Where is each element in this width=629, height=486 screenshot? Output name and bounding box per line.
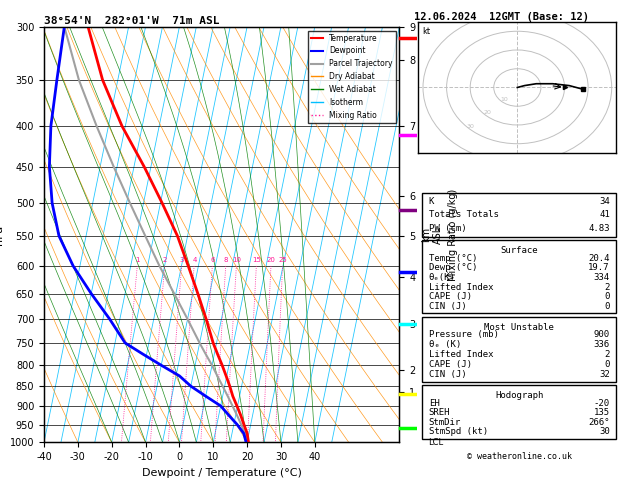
Text: 2: 2	[163, 257, 167, 263]
Text: Pressure (mb): Pressure (mb)	[428, 330, 499, 339]
Text: CAPE (J): CAPE (J)	[428, 292, 472, 301]
Text: 0: 0	[604, 292, 610, 301]
Text: 135: 135	[594, 408, 610, 417]
Text: 12.06.2024  12GMT (Base: 12): 12.06.2024 12GMT (Base: 12)	[414, 12, 589, 22]
Text: θₑ(K): θₑ(K)	[428, 273, 455, 282]
Text: 20.4: 20.4	[588, 254, 610, 263]
Text: 32: 32	[599, 370, 610, 379]
Text: CAPE (J): CAPE (J)	[428, 360, 472, 369]
Text: 25: 25	[279, 257, 287, 263]
Text: Surface: Surface	[501, 246, 538, 255]
Text: 266°: 266°	[588, 418, 610, 427]
Text: 15: 15	[252, 257, 261, 263]
Text: Temp (°C): Temp (°C)	[428, 254, 477, 263]
Bar	[422, 317, 616, 382]
Text: 334: 334	[594, 273, 610, 282]
Text: 6: 6	[211, 257, 215, 263]
Text: 10: 10	[501, 97, 508, 102]
Text: Most Unstable: Most Unstable	[484, 323, 554, 331]
Text: CIN (J): CIN (J)	[428, 370, 466, 379]
Text: 34: 34	[599, 197, 610, 206]
Bar	[422, 240, 616, 313]
Y-axis label: km
ASL: km ASL	[421, 226, 443, 243]
Text: StmDir: StmDir	[428, 418, 461, 427]
Y-axis label: Mixing Ratio (g/kg): Mixing Ratio (g/kg)	[448, 189, 458, 280]
Bar	[422, 193, 616, 237]
Text: 30: 30	[599, 427, 610, 436]
Text: 4.83: 4.83	[588, 224, 610, 233]
Text: 0: 0	[604, 302, 610, 311]
Y-axis label: hPa: hPa	[0, 225, 4, 244]
Text: Hodograph: Hodograph	[495, 391, 543, 400]
Text: 4: 4	[192, 257, 197, 263]
Text: Lifted Index: Lifted Index	[428, 283, 493, 292]
Text: 336: 336	[594, 340, 610, 349]
Text: 41: 41	[599, 210, 610, 220]
Text: 1: 1	[136, 257, 140, 263]
Text: 20: 20	[483, 110, 491, 116]
Text: 30: 30	[467, 124, 474, 129]
Text: CIN (J): CIN (J)	[428, 302, 466, 311]
Text: 900: 900	[594, 330, 610, 339]
Text: LCL: LCL	[428, 438, 443, 447]
Text: PW (cm): PW (cm)	[428, 224, 466, 233]
Text: EH: EH	[428, 399, 440, 408]
Text: © weatheronline.co.uk: © weatheronline.co.uk	[467, 452, 572, 461]
Text: 0: 0	[604, 360, 610, 369]
Text: 38°54'N  282°01'W  71m ASL: 38°54'N 282°01'W 71m ASL	[44, 16, 220, 26]
X-axis label: Dewpoint / Temperature (°C): Dewpoint / Temperature (°C)	[142, 468, 302, 478]
Text: K: K	[428, 197, 434, 206]
Text: Lifted Index: Lifted Index	[428, 350, 493, 359]
Text: 2: 2	[604, 283, 610, 292]
Text: θₑ (K): θₑ (K)	[428, 340, 461, 349]
Text: 8: 8	[224, 257, 228, 263]
Text: SREH: SREH	[428, 408, 450, 417]
Text: 3: 3	[180, 257, 184, 263]
Text: 20: 20	[267, 257, 276, 263]
Text: Dewp (°C): Dewp (°C)	[428, 263, 477, 273]
Text: kt: kt	[422, 27, 430, 36]
Text: -20: -20	[594, 399, 610, 408]
Text: 10: 10	[232, 257, 242, 263]
Text: Totals Totals: Totals Totals	[428, 210, 499, 220]
Legend: Temperature, Dewpoint, Parcel Trajectory, Dry Adiabat, Wet Adiabat, Isotherm, Mi: Temperature, Dewpoint, Parcel Trajectory…	[308, 31, 396, 122]
Text: 2: 2	[604, 350, 610, 359]
Text: 19.7: 19.7	[588, 263, 610, 273]
Text: StmSpd (kt): StmSpd (kt)	[428, 427, 487, 436]
Bar	[422, 385, 616, 439]
